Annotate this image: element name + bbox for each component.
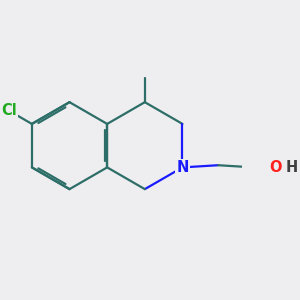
Text: O: O xyxy=(269,160,282,175)
Text: H: H xyxy=(286,160,298,175)
Text: Cl: Cl xyxy=(2,103,17,118)
Text: N: N xyxy=(176,160,189,175)
